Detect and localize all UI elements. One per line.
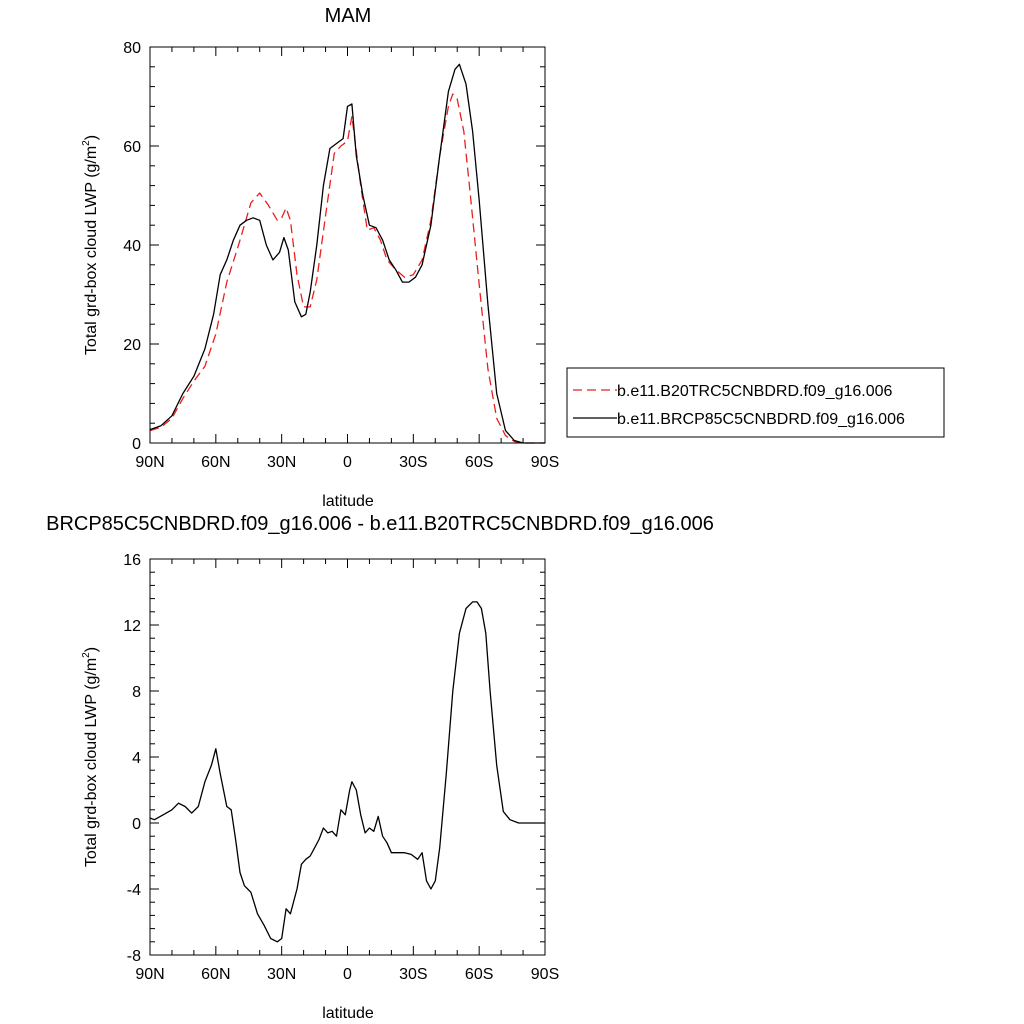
x-tick-label: 30N: [267, 454, 296, 471]
legend-box: [566, 367, 945, 438]
bottom-chart-y-axis-label-text: Total grd-box cloud LWP (g/m: [83, 658, 100, 867]
y-tick-label: 20: [123, 337, 141, 354]
bottom-chart-y-tick-labels: -8 -4 0 4 8 12 16: [123, 552, 141, 965]
x-tick-label: 30N: [267, 966, 296, 983]
top-chart-y-tick-labels: 0 20 40 60 80: [123, 40, 141, 453]
top-chart-y-axis-label-sup: 2: [81, 140, 92, 146]
y-tick-label: 16: [123, 552, 141, 569]
x-tick-label: 60N: [201, 454, 230, 471]
x-tick-label: 60N: [201, 966, 230, 983]
top-chart-x-tick-labels: 90N 60N 30N 0 30S 60S 90S: [135, 454, 559, 471]
top-chart-series-lines: [149, 63, 545, 444]
solid-series-line: [149, 63, 545, 444]
solid-series-line: [149, 601, 545, 943]
x-tick-label: 90N: [135, 454, 164, 471]
y-tick-label: -8: [127, 948, 141, 965]
y-tick-label: -4: [127, 882, 141, 899]
legend-entry-rcp85: b.e11.BRCP85C5CNBDRD.f09_g16.006: [573, 411, 905, 428]
top-chart-title: MAM: [325, 5, 372, 27]
dashed-series-line: [149, 93, 545, 444]
bottom-chart-title: BRCP85C5CNBDRD.f09_g16.006 - b.e11.B20TR…: [46, 513, 714, 535]
bottom-chart-minor-ticks: [150, 559, 545, 955]
bottom-chart-plot-area: [149, 558, 546, 956]
top-chart-x-axis-label: latitude: [322, 493, 374, 510]
top-chart-y-axis-label-text: Total grd-box cloud LWP (g/m: [83, 146, 100, 355]
bottom-chart-series-lines: [149, 601, 545, 943]
top-chart-panel: MAM 0 20 40 60 80 90N 60N 30N 0 30S 60S 90S latitu…: [81, 5, 945, 510]
x-tick-label: 60S: [465, 966, 493, 983]
bottom-chart-panel: BRCP85C5CNBDRD.f09_g16.006 - b.e11.B20TR…: [46, 513, 714, 1022]
bottom-chart-y-axis-label-close: ): [83, 647, 100, 652]
top-chart-y-axis-label-close: ): [83, 135, 100, 140]
legend-label-historical: b.e11.B20TRC5CNBDRD.f09_g16.006: [617, 383, 893, 400]
y-tick-label: 0: [132, 816, 141, 833]
x-tick-label: 90S: [531, 966, 559, 983]
legend-entry-historical: b.e11.B20TRC5CNBDRD.f09_g16.006: [573, 383, 893, 400]
bottom-chart-y-axis-label: Total grd-box cloud LWP (g/m2): [81, 647, 100, 867]
top-chart-plot-area: [149, 46, 546, 444]
x-tick-label: 30S: [399, 966, 427, 983]
x-tick-label: 60S: [465, 454, 493, 471]
y-tick-label: 40: [123, 238, 141, 255]
bottom-chart-frame: [149, 558, 546, 956]
bottom-chart-x-axis-label: latitude: [322, 1005, 374, 1022]
y-tick-label: 4: [132, 750, 141, 767]
y-tick-label: 80: [123, 40, 141, 57]
y-tick-label: 60: [123, 139, 141, 156]
x-tick-label: 90N: [135, 966, 164, 983]
y-tick-label: 0: [132, 436, 141, 453]
y-tick-label: 8: [132, 684, 141, 701]
bottom-chart-x-tick-labels: 90N 60N 30N 0 30S 60S 90S: [135, 966, 559, 983]
x-tick-label: 30S: [399, 454, 427, 471]
x-tick-label: 90S: [531, 454, 559, 471]
top-chart-y-axis-label: Total grd-box cloud LWP (g/m2): [81, 135, 100, 355]
top-chart-frame: [149, 46, 546, 444]
bottom-chart-major-ticks: [149, 558, 546, 956]
top-chart-legend: b.e11.B20TRC5CNBDRD.f09_g16.006 b.e11.BR…: [566, 367, 945, 438]
x-tick-label: 0: [343, 454, 352, 471]
y-tick-label: 12: [123, 618, 141, 635]
bottom-chart-y-axis-label-sup: 2: [81, 652, 92, 658]
x-tick-label: 0: [343, 966, 352, 983]
legend-label-rcp85: b.e11.BRCP85C5CNBDRD.f09_g16.006: [617, 411, 905, 428]
top-chart-minor-ticks: [150, 47, 545, 443]
